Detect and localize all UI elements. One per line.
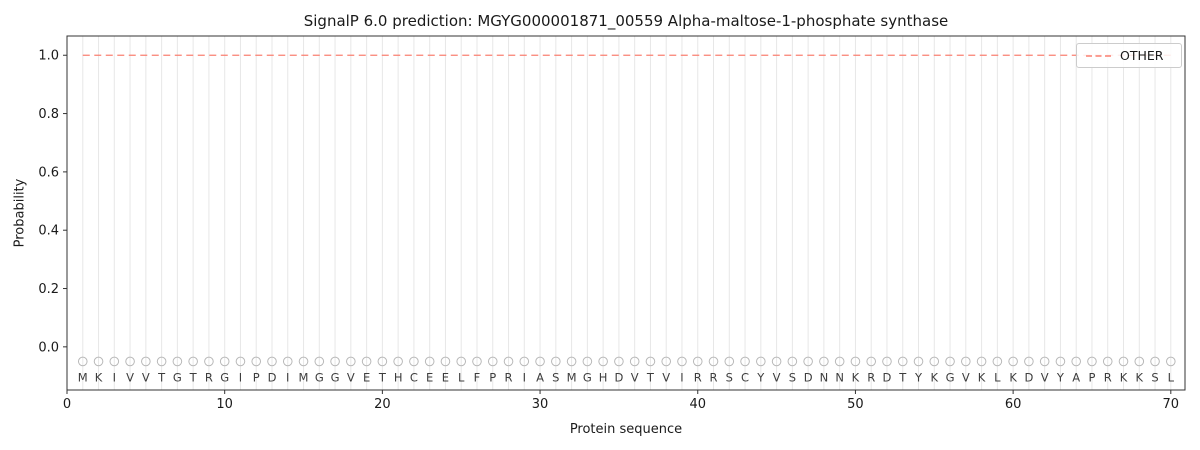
residue-letter: S <box>1151 370 1158 384</box>
residue-letter: T <box>378 370 387 384</box>
x-tick-label: 20 <box>374 397 391 412</box>
residue-letter: V <box>773 370 781 384</box>
residue-letter: N <box>820 370 829 384</box>
x-tick-label: 10 <box>216 397 233 412</box>
chart-title: SignalP 6.0 prediction: MGYG000001871_00… <box>303 12 949 30</box>
residue-letter: H <box>599 370 608 384</box>
residue-letter: D <box>268 370 277 384</box>
residue-letter: R <box>867 370 875 384</box>
residue-letter: A <box>1072 370 1080 384</box>
residue-letter: P <box>253 370 260 384</box>
residue-letter: V <box>662 370 670 384</box>
legend: OTHER <box>1076 43 1182 68</box>
residue-letter: K <box>1120 370 1128 384</box>
residue-letter: K <box>978 370 986 384</box>
legend-label-other: OTHER <box>1120 48 1164 63</box>
residue-letter: C <box>741 370 749 384</box>
residue-letter: S <box>552 370 559 384</box>
residue-letter: V <box>347 370 355 384</box>
residue-letter: V <box>126 370 134 384</box>
residue-letter: C <box>410 370 418 384</box>
residue-letter: I <box>523 370 526 384</box>
plot-border <box>66 35 1186 391</box>
x-tick-label: 60 <box>1005 397 1022 412</box>
residue-letter: P <box>489 370 496 384</box>
gridlines <box>82 36 1172 390</box>
residue-letter: G <box>315 370 324 384</box>
residue-letter: E <box>442 370 449 384</box>
residue-letter: L <box>1168 370 1175 384</box>
y-ticks: 0.0 0.2 0.4 0.6 0.8 1.0 <box>38 49 67 355</box>
residue-letter: T <box>189 370 198 384</box>
residue-letter: A <box>536 370 544 384</box>
residue-letter: G <box>583 370 592 384</box>
residue-letter: F <box>474 370 481 384</box>
x-tick-label: 30 <box>532 397 549 412</box>
residue-letter: G <box>946 370 955 384</box>
residue-letter: D <box>614 370 623 384</box>
residue-letter: T <box>646 370 655 384</box>
residue-letter: R <box>694 370 702 384</box>
residue-letter: N <box>835 370 844 384</box>
y-tick-label: 1.0 <box>38 49 59 64</box>
residue-letter: S <box>789 370 796 384</box>
residue-letter: M <box>78 370 88 384</box>
y-tick-label: 0.6 <box>38 165 59 180</box>
residue-letter: M <box>299 370 309 384</box>
x-ticks: 0 10 20 30 40 50 60 70 <box>63 390 1179 412</box>
residue-letter: R <box>710 370 718 384</box>
residue-letter: Y <box>914 370 923 384</box>
residue-letter: K <box>931 370 939 384</box>
x-tick-label: 70 <box>1163 397 1180 412</box>
residue-letter: L <box>994 370 1001 384</box>
residue-letter: P <box>1088 370 1095 384</box>
residue-letter: T <box>898 370 907 384</box>
y-axis-label: Probability <box>12 178 28 248</box>
x-axis-label: Protein sequence <box>569 422 683 437</box>
residue-letter: V <box>1041 370 1049 384</box>
y-tick-label: 0.0 <box>38 340 59 355</box>
residue-letter: I <box>113 370 116 384</box>
residue-letter: I <box>680 370 683 384</box>
residue-letter: G <box>220 370 229 384</box>
residue-letter: R <box>205 370 213 384</box>
residue-letter: R <box>1104 370 1112 384</box>
residue-letter: S <box>726 370 733 384</box>
residue-markers <box>77 356 1176 367</box>
residue-letter: V <box>962 370 970 384</box>
y-tick-label: 0.4 <box>38 224 59 239</box>
residue-letter: I <box>286 370 289 384</box>
y-tick-label: 0.2 <box>38 282 59 297</box>
residue-letter: Y <box>1056 370 1065 384</box>
y-tick-label: 0.8 <box>38 107 59 122</box>
residue-letter: K <box>852 370 860 384</box>
residue-letter: D <box>883 370 892 384</box>
residue-letter: L <box>458 370 465 384</box>
residue-letter: V <box>142 370 150 384</box>
residue-letter: K <box>1009 370 1017 384</box>
residue-letter: Y <box>756 370 765 384</box>
residue-letter: I <box>239 370 242 384</box>
legend-dash-icon <box>1086 54 1112 57</box>
residue-letter: G <box>173 370 182 384</box>
residue-letter: M <box>567 370 577 384</box>
residue-letter: E <box>426 370 433 384</box>
x-tick-label: 0 <box>63 397 71 412</box>
x-tick-label: 40 <box>689 397 706 412</box>
residue-letter: V <box>631 370 639 384</box>
residue-letter: T <box>157 370 166 384</box>
residue-letter: R <box>505 370 513 384</box>
residue-letter: K <box>95 370 103 384</box>
residue-letter: K <box>1135 370 1143 384</box>
residue-letter: D <box>1024 370 1033 384</box>
residue-letter: H <box>394 370 403 384</box>
residue-letter: E <box>363 370 370 384</box>
residue-letter: G <box>331 370 340 384</box>
residue-letter: D <box>804 370 813 384</box>
x-tick-label: 50 <box>847 397 864 412</box>
